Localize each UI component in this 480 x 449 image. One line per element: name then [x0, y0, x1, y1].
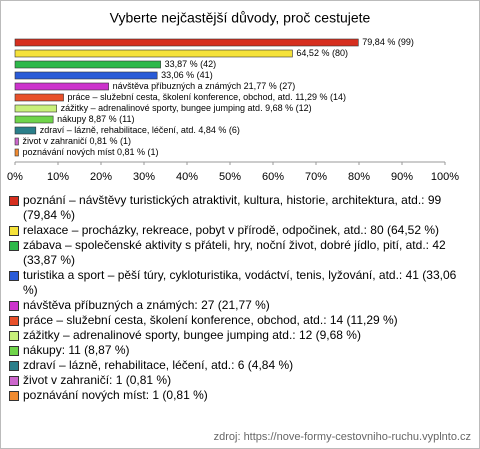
- value-label: nákupy 8,87 % (11): [57, 114, 134, 124]
- legend-label: relaxace – procházky, rekreace, pobyt v …: [23, 223, 440, 237]
- value-label: 33,06 % (41): [161, 70, 213, 80]
- legend-item: návštěva příbuzných a známých: 27 (21,77…: [9, 298, 471, 313]
- value-label: 64,52 % (80): [296, 48, 348, 58]
- legend-swatch: [9, 241, 19, 251]
- legend-swatch: [9, 271, 19, 281]
- legend-swatch: [9, 316, 19, 326]
- value-label: poznávání nových míst 0,81 % (1): [22, 147, 158, 157]
- value-label: zážitky – adrenalinové sporty, bungee ju…: [61, 103, 312, 113]
- x-tick-label: 100%: [431, 171, 459, 183]
- x-tick-label: 80%: [348, 171, 370, 183]
- legend-swatch: [9, 376, 19, 386]
- legend-label: práce – služební cesta, školení konferen…: [23, 313, 398, 327]
- x-tick-label: 60%: [262, 171, 284, 183]
- x-tick-label: 40%: [176, 171, 198, 183]
- legend-label: turistika a sport – pěší túry, cykloturi…: [23, 268, 457, 297]
- bar: [14, 148, 19, 157]
- x-tick-label: 20%: [90, 171, 112, 183]
- legend: poznání – návštěvy turistických atraktiv…: [9, 193, 471, 403]
- legend-label: zdraví – lázně, rehabilitace, léčení, at…: [23, 358, 294, 372]
- bar: [14, 93, 64, 102]
- value-label: zdraví – lázně, rehabilitace, léčení, at…: [40, 125, 240, 135]
- legend-item: zdraví – lázně, rehabilitace, léčení, at…: [9, 358, 471, 373]
- legend-swatch: [9, 301, 19, 311]
- legend-swatch: [9, 391, 19, 401]
- legend-item: život v zahraničí: 1 (0,81 %): [9, 373, 471, 388]
- source: zdroj: https://nove-formy-cestovniho-ruc…: [213, 431, 471, 443]
- legend-label: poznání – návštěvy turistických atraktiv…: [23, 193, 442, 222]
- bar: [14, 60, 161, 69]
- legend-item: turistika a sport – pěší túry, cykloturi…: [9, 268, 471, 298]
- legend-item: relaxace – procházky, rekreace, pobyt v …: [9, 223, 471, 238]
- bar: [14, 137, 19, 146]
- value-label: 33,87 % (42): [165, 59, 217, 69]
- value-label: 79,84 % (99): [362, 37, 414, 47]
- legend-swatch: [9, 226, 19, 236]
- legend-item: práce – služební cesta, školení konferen…: [9, 313, 471, 328]
- bar: [14, 115, 54, 124]
- legend-label: nákupy: 11 (8,87 %): [23, 343, 130, 357]
- x-tick-label: 50%: [219, 171, 241, 183]
- x-tick-label: 90%: [391, 171, 413, 183]
- legend-item: zážitky – adrenalinové sporty, bungee ju…: [9, 328, 471, 343]
- legend-swatch: [9, 196, 19, 206]
- bar: [14, 126, 37, 135]
- legend-item: zábava – společenské aktivity s přáteli,…: [9, 238, 471, 268]
- bar: [14, 104, 57, 113]
- legend-swatch: [9, 346, 19, 356]
- bar: [14, 71, 158, 80]
- bar: [14, 82, 109, 91]
- chart-title: Vyberte nejčastější důvody, proč cestuje…: [110, 10, 371, 26]
- legend-label: poznávání nových míst: 1 (0,81 %): [23, 388, 208, 402]
- legend-item: poznání – návštěvy turistických atraktiv…: [9, 193, 471, 223]
- value-label: návštěva příbuzných a známých 21,77 % (2…: [113, 81, 296, 91]
- legend-swatch: [9, 331, 19, 341]
- legend-item: nákupy: 11 (8,87 %): [9, 343, 471, 358]
- legend-label: život v zahraničí: 1 (0,81 %): [23, 373, 172, 387]
- chart: Vyberte nejčastější důvody, proč cestuje…: [7, 10, 459, 183]
- x-tick-label: 70%: [305, 171, 327, 183]
- x-tick-label: 10%: [47, 171, 69, 183]
- legend-label: zážitky – adrenalinové sporty, bungee ju…: [23, 328, 361, 342]
- bar: [14, 49, 293, 58]
- bar: [14, 38, 359, 47]
- x-tick-label: 30%: [133, 171, 155, 183]
- x-tick-label: 0%: [7, 171, 23, 183]
- legend-label: návštěva příbuzných a známých: 27 (21,77…: [23, 298, 270, 312]
- value-label: práce – služební cesta, školení konferen…: [68, 92, 347, 102]
- legend-label: zábava – společenské aktivity s přáteli,…: [23, 238, 446, 267]
- value-label: život v zahraničí 0,81 % (1): [22, 136, 131, 146]
- legend-swatch: [9, 361, 19, 371]
- legend-item: poznávání nových míst: 1 (0,81 %): [9, 388, 471, 403]
